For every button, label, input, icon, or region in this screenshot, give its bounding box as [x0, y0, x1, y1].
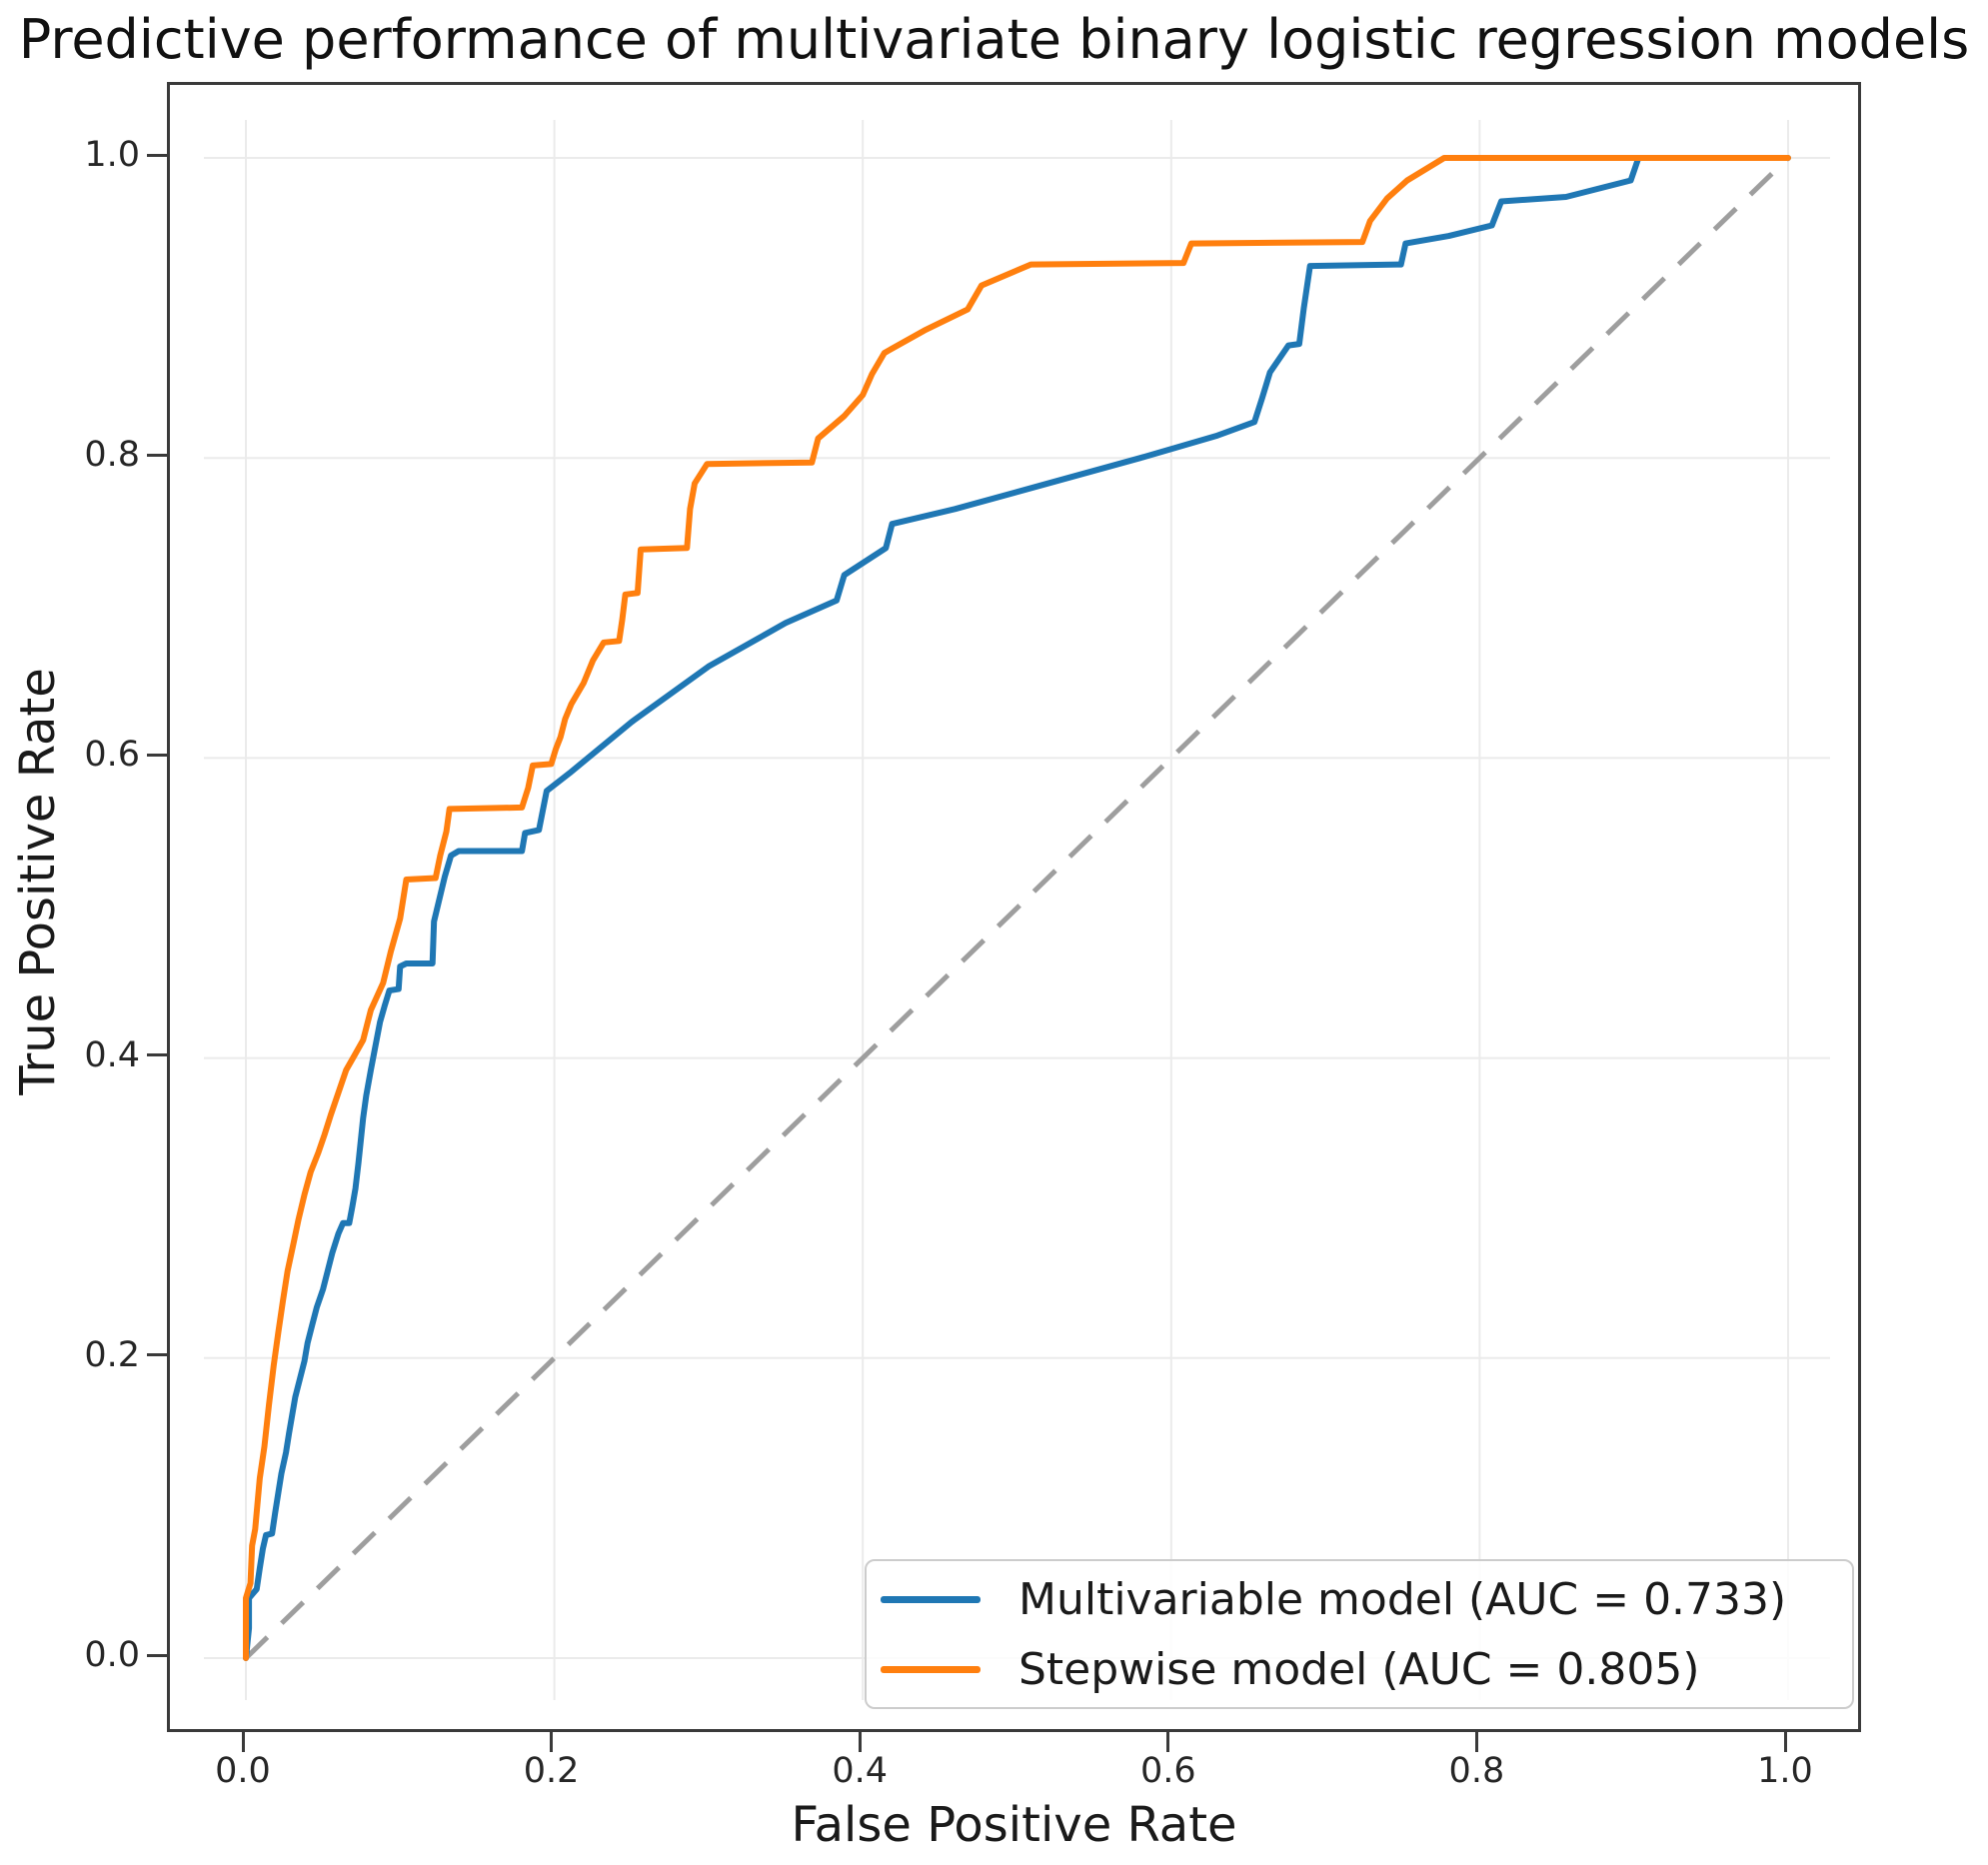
y-tick-label: 0.4 — [84, 1034, 140, 1075]
plot-area — [167, 82, 1861, 1732]
x-tick-label: 0.6 — [1139, 1751, 1196, 1791]
x-tick-label: 0.0 — [215, 1751, 271, 1791]
x-tick-mark — [550, 1732, 554, 1752]
y-tick-mark — [147, 1353, 167, 1357]
y-axis-label: True Positive Rate — [10, 668, 66, 1095]
x-tick-mark — [1166, 1732, 1170, 1752]
y-tick-label: 0.0 — [84, 1635, 140, 1675]
y-tick-mark — [147, 1053, 167, 1057]
y-tick-label: 1.0 — [84, 135, 140, 175]
x-axis-label: False Positive Rate — [791, 1797, 1237, 1853]
x-tick-label: 0.2 — [523, 1751, 580, 1791]
roc-plot-canvas — [204, 120, 1830, 1700]
chance-diagonal-line — [244, 156, 1790, 1660]
legend-line-swatch — [881, 1665, 981, 1673]
legend-item: Multivariable model (AUC = 0.733) — [881, 1573, 1852, 1625]
y-tick-mark — [147, 453, 167, 457]
legend-label: Multivariable model (AUC = 0.733) — [1018, 1573, 1787, 1625]
x-tick-mark — [1474, 1732, 1478, 1752]
y-tick-label: 0.6 — [84, 735, 140, 776]
y-tick-mark — [147, 1653, 167, 1657]
legend-item: Stepwise model (AUC = 0.805) — [881, 1643, 1852, 1695]
y-tick-label: 0.8 — [84, 435, 140, 476]
legend: Multivariable model (AUC = 0.733) Stepwis… — [865, 1559, 1854, 1709]
roc-curve-stepwise-model — [243, 155, 1791, 1661]
x-tick-label: 1.0 — [1757, 1751, 1813, 1791]
legend-line-swatch — [881, 1595, 981, 1603]
y-tick-label: 0.2 — [84, 1334, 140, 1375]
x-tick-label: 0.8 — [1448, 1751, 1505, 1791]
chart-title: Predictive performance of multivariate b… — [18, 8, 1970, 71]
x-tick-mark — [858, 1732, 862, 1752]
x-tick-mark — [241, 1732, 245, 1752]
x-tick-label: 0.4 — [832, 1751, 889, 1791]
x-tick-mark — [1783, 1732, 1787, 1752]
y-tick-mark — [147, 153, 167, 157]
y-tick-mark — [147, 753, 167, 757]
roc-curve-multivariable-model — [243, 155, 1791, 1661]
legend-label: Stepwise model (AUC = 0.805) — [1018, 1643, 1700, 1695]
